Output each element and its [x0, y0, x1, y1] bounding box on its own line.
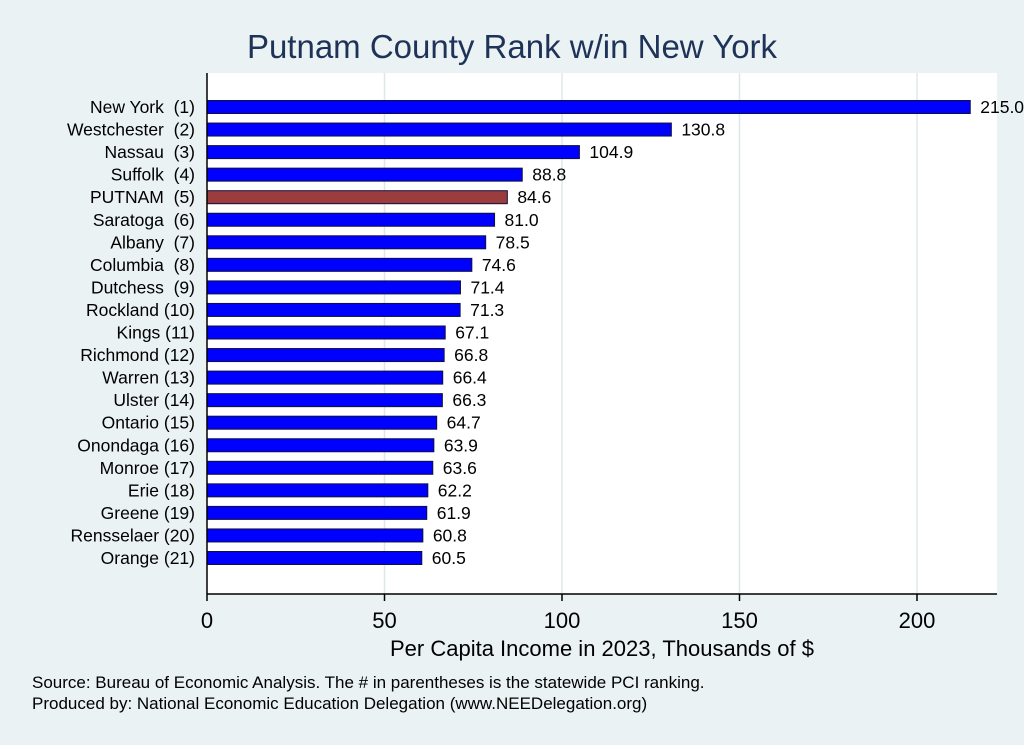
- bar: [206, 348, 445, 363]
- value-label: 67.1: [455, 323, 489, 343]
- value-label: 71.4: [470, 277, 504, 297]
- chart-title: Putnam County Rank w/in New York: [247, 28, 778, 65]
- category-label: Rockland (10): [86, 300, 195, 320]
- category-label: Kings (11): [117, 323, 195, 343]
- x-tick-label: 150: [721, 608, 758, 633]
- bar: [206, 280, 461, 295]
- bar-chart: Putnam County Rank w/in New York New Yor…: [67, 28, 1024, 661]
- x-tick-label: 0: [201, 608, 213, 633]
- bar: [206, 393, 443, 408]
- produced-by-note: Produced by: National Economic Education…: [32, 694, 648, 713]
- value-label: 64.7: [447, 413, 481, 433]
- value-label: 66.8: [454, 345, 488, 365]
- value-labels: 215.0 130.8 104.9 88.884.6 81.078.5 74.671.4 7…: [432, 97, 1024, 568]
- x-ticks: 0 50 100 150 200: [201, 594, 935, 633]
- value-label: 71.3: [470, 300, 504, 320]
- bar: [206, 257, 473, 272]
- value-label: 66.4: [453, 368, 487, 388]
- value-label: 104.9: [589, 142, 633, 162]
- bar: [206, 302, 461, 317]
- x-axis-label: Per Capita Income in 2023, Thousands of …: [390, 636, 814, 661]
- category-label: Rensselaer (20): [71, 525, 196, 545]
- bar: [206, 235, 487, 250]
- value-label: 88.8: [532, 165, 566, 185]
- bar: [206, 190, 508, 205]
- value-label: 60.5: [432, 548, 466, 568]
- bar: [206, 551, 423, 565]
- bar: [206, 483, 429, 498]
- category-label: Westchester (2): [67, 120, 195, 140]
- bar: [206, 415, 438, 430]
- category-label: Columbia (8): [90, 255, 195, 275]
- category-label: Saratoga (6): [93, 210, 195, 230]
- x-tick-label: 200: [899, 608, 936, 633]
- bar: [206, 460, 434, 475]
- value-label: 62.2: [438, 480, 472, 500]
- value-label: 66.3: [452, 390, 486, 410]
- value-label: 84.6: [517, 187, 551, 207]
- bar: [206, 325, 446, 340]
- bar: [206, 145, 580, 160]
- value-label: 63.6: [443, 458, 477, 478]
- x-tick-label: 100: [544, 608, 581, 633]
- bar: [206, 167, 523, 182]
- category-label: Ontario (15): [102, 413, 195, 433]
- category-label: Monroe (17): [100, 458, 195, 478]
- category-label: Greene (19): [101, 503, 195, 523]
- value-label: 78.5: [496, 232, 530, 252]
- category-label: Albany (7): [110, 232, 195, 252]
- category-label: Orange (21): [101, 548, 195, 568]
- category-labels: New York (1) Westchester (2)Nassau (3) Suf…: [67, 97, 195, 568]
- bar: [206, 370, 444, 385]
- value-label: 61.9: [437, 503, 471, 523]
- category-label: PUTNAM (5): [90, 187, 195, 207]
- category-label: Dutchess (9): [91, 277, 195, 297]
- value-label: 81.0: [505, 210, 539, 230]
- bar: [206, 212, 496, 227]
- category-label: New York (1): [90, 97, 195, 117]
- bar: [206, 122, 672, 137]
- value-label: 74.6: [482, 255, 516, 275]
- category-label: Ulster (14): [113, 390, 195, 410]
- chart-notes: Source: Bureau of Economic Analysis. The…: [32, 672, 705, 714]
- x-tick-label: 50: [372, 608, 396, 633]
- category-label: Warren (13): [102, 368, 195, 388]
- category-label: Onondaga (16): [77, 435, 195, 455]
- category-label: Nassau (3): [105, 142, 195, 162]
- axes: [206, 73, 997, 595]
- source-note: Source: Bureau of Economic Analysis. The…: [32, 673, 705, 692]
- value-label: 63.9: [444, 435, 478, 455]
- bar: [206, 438, 435, 453]
- bars: [206, 100, 971, 565]
- value-label: 215.0: [980, 97, 1024, 117]
- category-label: Erie (18): [128, 480, 195, 500]
- bar: [206, 100, 971, 114]
- bar: [206, 505, 428, 520]
- value-label: 130.8: [681, 120, 725, 140]
- bar: [206, 528, 424, 543]
- category-label: Suffolk (4): [111, 165, 195, 185]
- value-label: 60.8: [433, 525, 467, 545]
- category-label: Richmond (12): [80, 345, 195, 365]
